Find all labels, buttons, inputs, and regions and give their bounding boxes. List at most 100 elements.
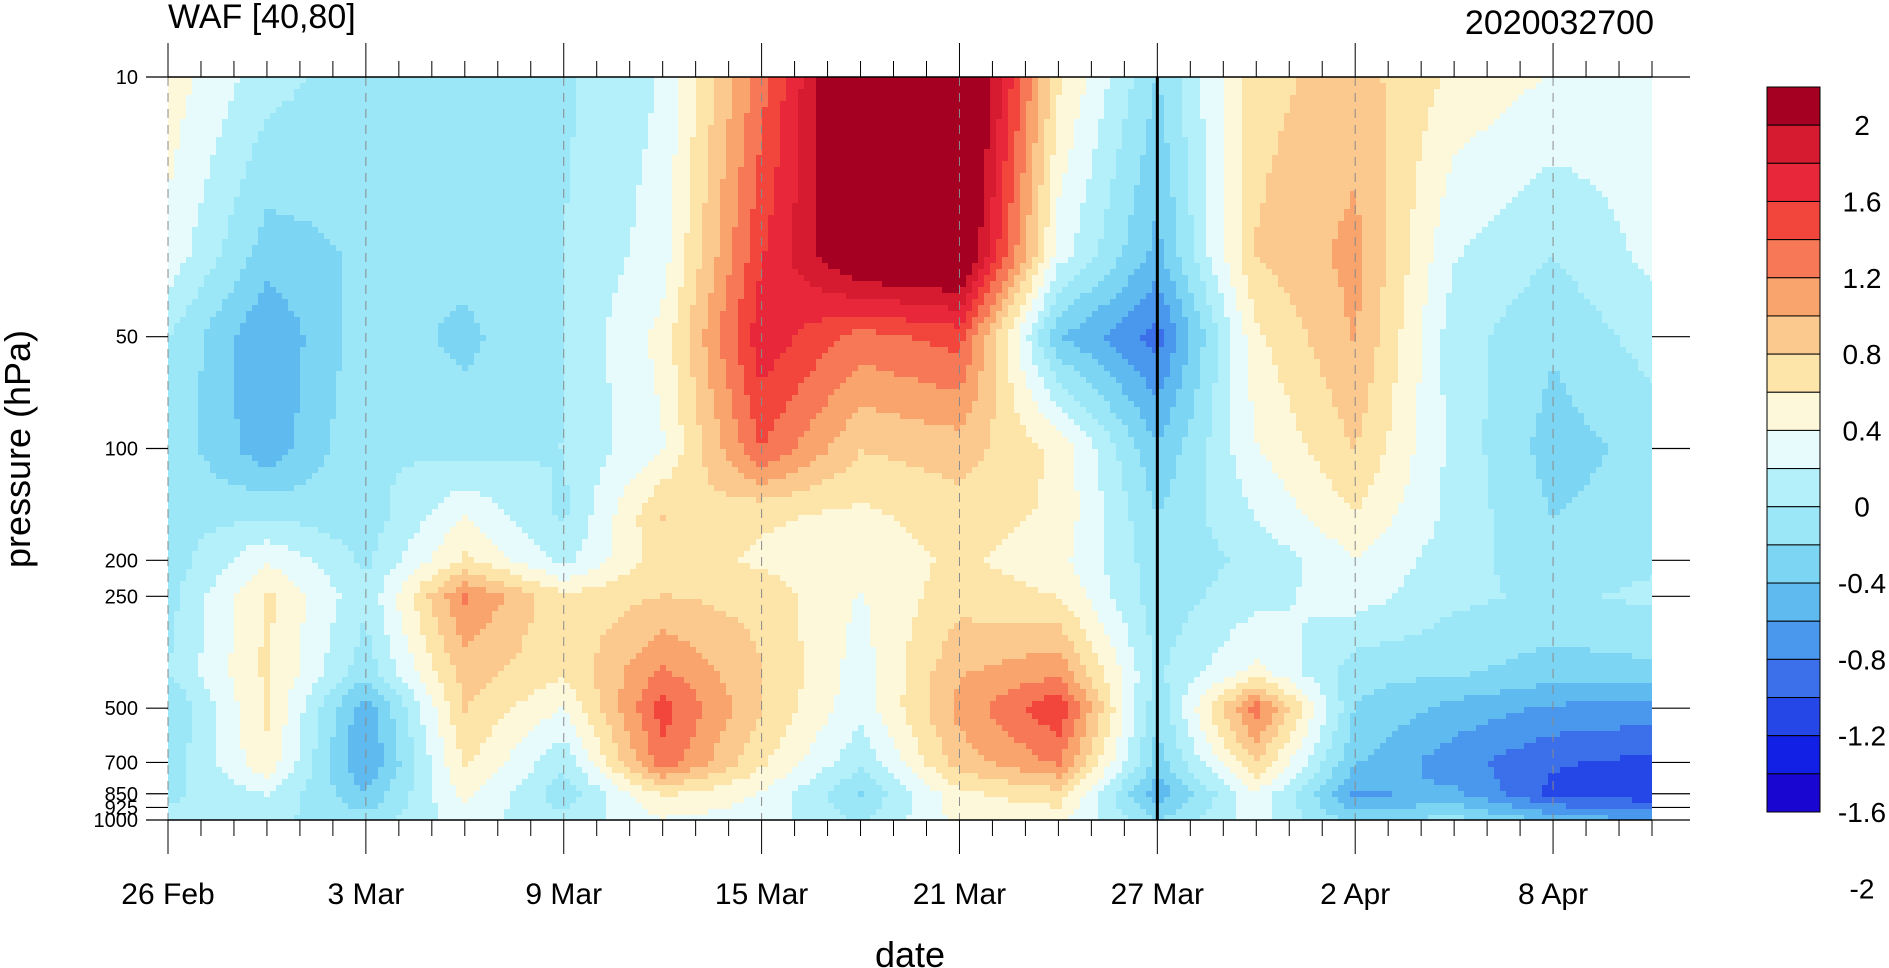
contour-cell [1302, 77, 1309, 84]
contour-cell [1506, 101, 1513, 108]
contour-cell [630, 149, 637, 156]
contour-cell [1596, 131, 1603, 138]
contour-cell [564, 167, 571, 174]
contour-cell [456, 137, 463, 144]
contour-cell [1278, 107, 1285, 114]
contour-cell [1104, 161, 1111, 168]
contour-cell [1578, 77, 1585, 84]
contour-cell [258, 149, 265, 156]
contour-cell [606, 161, 613, 168]
contour-cell [1530, 179, 1537, 186]
contour-cell [900, 191, 907, 198]
contour-cell [1464, 185, 1471, 192]
contour-cell [396, 191, 403, 198]
contour-cell [876, 137, 883, 144]
contour-cell [234, 155, 241, 162]
contour-cell [978, 83, 985, 90]
contour-cell [1374, 149, 1381, 156]
contour-cell [1506, 131, 1513, 138]
contour-cell [168, 161, 175, 168]
contour-cell [546, 101, 553, 108]
contour-cell [960, 125, 967, 132]
contour-cell [1032, 125, 1039, 132]
contour-cell [534, 191, 541, 198]
contour-cell [1362, 107, 1369, 114]
contour-cell [1386, 137, 1393, 144]
contour-cell [192, 89, 199, 96]
contour-cell [870, 143, 877, 150]
contour-cell [1098, 101, 1105, 108]
contour-cell [972, 131, 979, 138]
contour-cell [222, 95, 229, 102]
contour-cell [1242, 137, 1249, 144]
contour-cell [894, 89, 901, 96]
contour-cell [900, 125, 907, 132]
contour-cell [1338, 179, 1345, 186]
contour-cell [876, 101, 883, 108]
contour-cell [210, 101, 217, 108]
contour-cell [378, 161, 385, 168]
contour-cell [318, 173, 325, 180]
contour-cell [1050, 125, 1057, 132]
contour-cell [1140, 83, 1147, 90]
contour-cell [1560, 137, 1567, 144]
contour-cell [240, 191, 247, 198]
contour-cell [1314, 107, 1321, 114]
contour-cell [306, 107, 313, 114]
contour-cell [768, 167, 775, 174]
contour-cell [1614, 149, 1621, 156]
contour-cell [870, 119, 877, 126]
contour-cell [1476, 191, 1483, 198]
contour-cell [1134, 143, 1141, 150]
contour-cell [426, 119, 433, 126]
contour-cell [1422, 113, 1429, 120]
contour-cell [1356, 113, 1363, 120]
contour-cell [612, 173, 619, 180]
contour-cell [834, 191, 841, 198]
contour-cell [516, 83, 523, 90]
contour-cell [1398, 131, 1405, 138]
contour-cell [1536, 113, 1543, 120]
contour-cell [648, 191, 655, 198]
contour-cell [432, 155, 439, 162]
contour-cell [216, 173, 223, 180]
contour-cell [1260, 113, 1267, 120]
contour-cell [1434, 161, 1441, 168]
contour-cell [198, 185, 205, 192]
contour-cell [924, 185, 931, 192]
contour-cell [648, 185, 655, 192]
contour-cell [1002, 155, 1009, 162]
contour-cell [498, 149, 505, 156]
contour-cell [966, 173, 973, 180]
contour-cell [576, 155, 583, 162]
contour-cell [924, 89, 931, 96]
contour-cell [474, 149, 481, 156]
contour-cell [918, 101, 925, 108]
contour-cell [1632, 113, 1639, 120]
contour-cell [1332, 173, 1339, 180]
contour-cell [1278, 143, 1285, 150]
contour-cell [636, 179, 643, 186]
contour-cell [462, 131, 469, 138]
contour-cell [630, 167, 637, 174]
contour-cell [546, 143, 553, 150]
contour-cell [1326, 155, 1333, 162]
contour-cell [300, 131, 307, 138]
contour-cell [852, 77, 859, 84]
contour-cell [606, 137, 613, 144]
contour-cell [492, 119, 499, 126]
contour-cell [852, 167, 859, 174]
contour-cell [1134, 167, 1141, 174]
contour-cell [516, 107, 523, 114]
contour-cell [1644, 179, 1651, 186]
contour-cell [990, 131, 997, 138]
contour-cell [624, 77, 631, 84]
contour-cell [1602, 167, 1609, 174]
contour-cell [930, 125, 937, 132]
contour-cell [1536, 143, 1543, 150]
contour-cell [300, 191, 307, 198]
contour-cell [384, 167, 391, 174]
contour-cell [1494, 137, 1501, 144]
contour-cell [468, 161, 475, 168]
contour-cell [600, 95, 607, 102]
